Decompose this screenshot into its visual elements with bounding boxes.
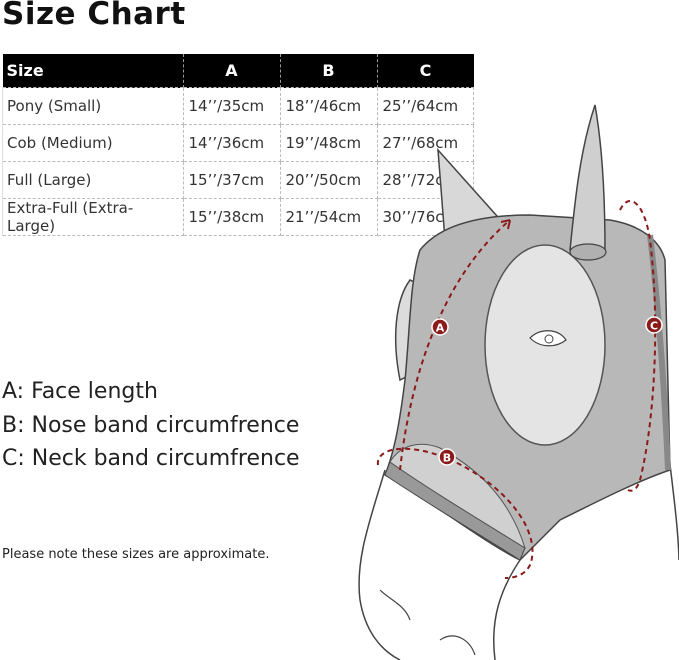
measure-b-line	[376, 447, 534, 579]
table-header-row: Size A B C	[2, 54, 474, 88]
header-size: Size	[2, 54, 183, 88]
neck-band	[647, 234, 671, 471]
measure-c-line	[619, 200, 657, 492]
a-cell: 15’’/38cm	[182, 198, 281, 236]
size-table: Size A B C Pony (Small) 14’’/35cm 18’’/4…	[2, 54, 474, 236]
a-cell: 14’’/35cm	[182, 87, 281, 125]
measure-a-line	[399, 219, 511, 471]
marker-a: A	[431, 318, 449, 336]
legend-b: B: Nose band circumfrence	[2, 412, 300, 438]
page-title: Size Chart	[2, 0, 186, 32]
measurement-legend: A: Face length B: Nose band circumfrence…	[2, 375, 300, 476]
c-cell: 25’’/64cm	[376, 87, 474, 125]
marker-c: C	[645, 316, 663, 334]
size-cell: Full (Large)	[2, 161, 184, 199]
header-a: A	[182, 54, 280, 88]
svg-text:B: B	[443, 452, 451, 465]
svg-text:C: C	[650, 320, 658, 333]
table-row: Extra-Full (Extra-Large) 15’’/38cm 21’’/…	[2, 198, 474, 236]
horse-nostril-outline	[379, 589, 476, 656]
legend-a: A: Face length	[2, 379, 158, 404]
svg-text:A: A	[436, 322, 445, 335]
c-cell: 27’’/68cm	[376, 124, 474, 162]
nose-opening	[389, 443, 526, 550]
size-cell: Cob (Medium)	[2, 124, 184, 162]
b-cell: 19’’/48cm	[279, 124, 378, 162]
header-b: B	[279, 54, 377, 88]
size-cell: Pony (Small)	[2, 87, 184, 125]
b-cell: 18’’/46cm	[279, 87, 378, 125]
a-cell: 15’’/37cm	[182, 161, 281, 199]
table-row: Cob (Medium) 14’’/36cm 19’’/48cm 27’’/68…	[2, 124, 474, 162]
approximate-note: Please note these sizes are approximate.	[2, 547, 270, 562]
legend-c: C: Neck band circumfrence	[2, 446, 300, 471]
right-ear	[569, 104, 606, 260]
eye-icon	[529, 330, 567, 347]
marker-b: B	[438, 448, 456, 466]
table-row: Pony (Small) 14’’/35cm 18’’/46cm 25’’/64…	[2, 87, 474, 125]
b-cell: 21’’/54cm	[279, 198, 378, 236]
size-cell: Extra-Full (Extra-Large)	[2, 198, 184, 236]
b-cell: 20’’/50cm	[279, 161, 378, 199]
header-c: C	[376, 54, 474, 88]
